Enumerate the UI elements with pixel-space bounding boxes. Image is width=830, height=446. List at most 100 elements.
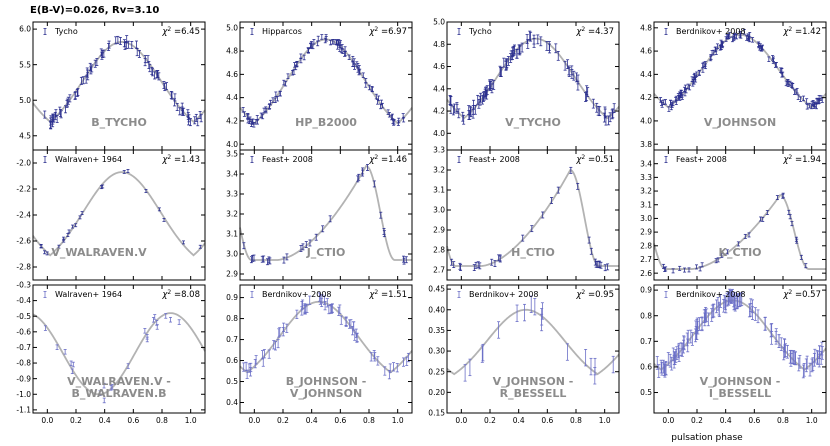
data-point (276, 338, 280, 349)
data-point (353, 64, 357, 70)
data-point (715, 299, 719, 314)
data-point (286, 73, 290, 79)
y-tick-label: 2.8 (640, 241, 652, 250)
x-tick-label: 0.2 (277, 416, 289, 425)
y-tick-label: 0.15 (428, 409, 445, 418)
data-point (122, 39, 126, 48)
data-point (694, 320, 698, 335)
data-point (533, 297, 537, 316)
axes-frame (653, 284, 827, 414)
model-curve (32, 312, 206, 396)
data-point (815, 98, 819, 104)
x-tick-label: 1.0 (185, 416, 197, 425)
y-tick-label: 3.3 (433, 146, 445, 155)
data-point (782, 346, 786, 361)
data-point (520, 42, 524, 53)
data-point (712, 49, 716, 56)
y-tick-label: 5.0 (19, 96, 31, 105)
data-point (390, 114, 394, 121)
data-point (662, 99, 666, 105)
chi-square-value: χ2 =0.51 (575, 154, 614, 165)
data-point (719, 44, 723, 50)
data-point (478, 95, 482, 106)
data-point (395, 363, 399, 373)
data-point (153, 71, 157, 80)
data-point (576, 74, 580, 85)
data-point (404, 256, 408, 264)
data-point (100, 50, 104, 58)
data-point (481, 92, 485, 102)
data-point (775, 195, 779, 201)
data-point (795, 87, 799, 94)
data-point (550, 197, 554, 204)
data-point (338, 304, 342, 314)
y-tick-label: 3.5 (226, 150, 238, 159)
data-point (802, 363, 806, 377)
data-point (63, 349, 67, 355)
data-point (781, 71, 785, 78)
x-tick-label: 0.8 (777, 416, 789, 425)
data-point (700, 317, 704, 332)
data-point (474, 261, 478, 269)
y-tick-label: 4.8 (433, 40, 445, 49)
axes-frame (32, 21, 206, 151)
y-tick-label: 0.40 (428, 305, 445, 314)
data-point (122, 170, 126, 174)
y-tick-label: 0.5 (226, 377, 238, 386)
data-point (511, 47, 515, 58)
data-point (484, 86, 488, 97)
chi-square-value: χ2 =6.97 (368, 26, 407, 37)
data-point (758, 45, 762, 51)
data-point (343, 50, 347, 57)
data-point (721, 41, 725, 48)
y-tick-label: 3.2 (226, 210, 238, 219)
data-point (107, 42, 111, 51)
data-point (383, 366, 387, 376)
legend-label: Tycho (468, 27, 492, 36)
data-point (587, 236, 591, 244)
data-point (472, 264, 476, 272)
data-point (729, 289, 733, 304)
chi-square-value: χ2 =1.42 (782, 26, 821, 37)
x-tick-label: 0.4 (720, 416, 732, 425)
data-point (278, 90, 282, 97)
x-tick-label: 0.6 (127, 416, 139, 425)
data-point (81, 76, 85, 85)
data-point (59, 110, 63, 119)
x-tick-label: 1.0 (392, 416, 404, 425)
data-point (79, 76, 83, 85)
data-point (598, 106, 602, 117)
data-point (301, 243, 305, 251)
data-point (810, 358, 814, 373)
y-tick-label: 4.2 (640, 93, 652, 102)
panel-v-tycho: 4.0 4.2 4.4 4.6 4.8 5.0 Tycho χ2 =4.37 V_TYCHO (433, 18, 620, 151)
y-tick-label: 0.7 (640, 337, 652, 346)
data-point (388, 363, 392, 373)
y-tick-label: 3.1 (640, 200, 652, 209)
data-point (730, 36, 734, 43)
data-point (749, 298, 753, 313)
data-point (688, 84, 692, 91)
data-point (692, 74, 696, 80)
panel-k-ctio: 2.6 2.7 2.8 2.9 3.0 3.1 3.2 3.3 3.4 Feast+ 2008 χ2… (640, 149, 827, 281)
data-point (476, 94, 480, 105)
data-point (479, 92, 483, 103)
data-point (815, 350, 819, 364)
data-point (715, 43, 719, 49)
panel-label: I_BESSELL (709, 387, 771, 400)
data-point (480, 345, 484, 363)
data-point (151, 68, 155, 77)
data-point (39, 244, 43, 248)
data-point (795, 238, 799, 244)
data-point (664, 99, 668, 105)
data-point (813, 102, 817, 108)
data-point (351, 326, 355, 336)
data-point (748, 32, 752, 38)
data-point (93, 59, 97, 68)
data-point (539, 36, 543, 47)
axes-frame (239, 149, 413, 281)
data-point (268, 103, 272, 109)
data-point (349, 319, 353, 329)
data-point (75, 89, 79, 97)
data-point (672, 351, 676, 365)
